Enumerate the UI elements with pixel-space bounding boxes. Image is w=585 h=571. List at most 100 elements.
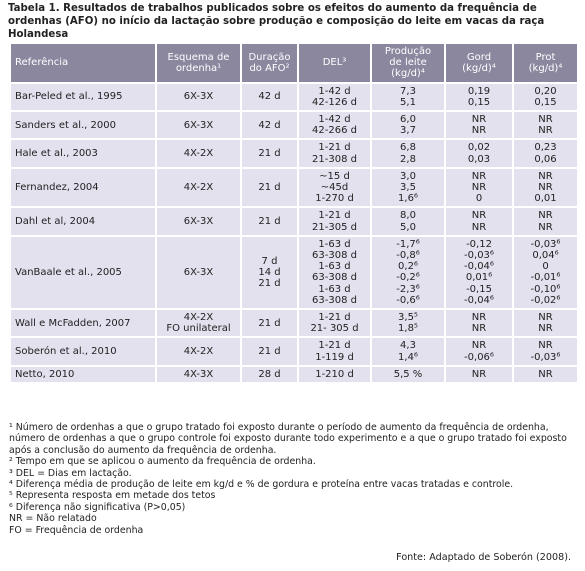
table-cell: 4X-2X FO unilateral [155, 308, 242, 339]
table-cell: 7,3 5,1 [370, 81, 446, 113]
cell-line: -1,7⁶ [396, 238, 420, 250]
cell-line: Fernandez, 2004 [15, 182, 99, 194]
table-cell: 0,20 0,15 [512, 81, 579, 113]
table-cell: NR [444, 364, 514, 385]
table-cell: NR NR [444, 206, 514, 237]
table-row: VanBaale et al., 2005 6X-3X 7 d 14 d 21 d 1-6… [9, 234, 579, 311]
cell-line: 1-63 d [318, 261, 351, 273]
table-cell: 21 d [240, 308, 299, 339]
cell-line: 1-21 d [318, 142, 351, 154]
cell-lines: 3,5⁵ 1,8⁵ [376, 312, 440, 334]
cell-lines: NR NR [518, 114, 573, 136]
cell-line: 0,06 [534, 153, 557, 165]
cell-line: 6X-3X [183, 266, 214, 278]
cell-line: NR [538, 323, 553, 335]
cell-line: Netto, 2010 [15, 368, 75, 380]
cell-line: NR [471, 312, 487, 324]
cell-line: 5,0 [400, 221, 416, 233]
cell-lines: 6X-3X [161, 267, 236, 278]
cell-lines: Hale et al., 2003 [15, 148, 151, 159]
cell-lines: NR NR [518, 210, 573, 232]
cell-line: 63-308 d [312, 294, 357, 306]
footnote: ⁵ Representa resposta em metade dos teto… [9, 490, 216, 502]
cell-line: -0,03⁶ [530, 238, 561, 250]
cell-lines: VanBaale et al., 2005 [15, 267, 151, 278]
cell-line: 14 d [258, 266, 281, 278]
cell-line: NR [471, 323, 487, 335]
table-cell: VanBaale et al., 2005 [9, 234, 157, 311]
cell-lines: 0,02 0,03 [450, 142, 508, 164]
cell-lines: NR NR [518, 312, 573, 334]
cell-line: 1-42 d [318, 114, 351, 126]
table-cell: -0,03⁶ 0,04⁶ 0 -0,01⁶ -0,10⁶ -0,02⁶ [512, 234, 579, 311]
table-cell: 1-42 d 42-126 d [297, 81, 372, 113]
cell-line: 6,0 [400, 114, 416, 126]
cell-lines: 1-21 d 21- 305 d [303, 312, 366, 334]
cell-line: -2,3⁶ [396, 283, 420, 295]
source: Fonte: Adaptado de Soberón (2008). [396, 552, 571, 563]
cell-lines: Netto, 2010 [15, 369, 151, 380]
table-cell: NR -0,06⁶ [444, 336, 514, 367]
cell-line: -0,15 [466, 283, 492, 295]
header-cell: Gord (kg/d)⁴ [444, 42, 514, 84]
cell-lines: 1-21 d 21-305 d [303, 210, 366, 232]
cell-line: ~45d [320, 182, 349, 194]
table-cell: 1-21 d 1-119 d [297, 336, 372, 367]
cell-line: 4X-2X [183, 148, 214, 160]
cell-lines: 6,0 3,7 [376, 114, 440, 136]
cell-line: NR [538, 368, 553, 380]
cell-line: Prot [535, 51, 556, 63]
cell-line: 0 [475, 193, 483, 205]
cell-lines: 6,8 2,8 [376, 142, 440, 164]
cell-lines: Produção de leite (kg/d)⁴ [376, 46, 440, 80]
cell-line: -0,06⁶ [464, 351, 494, 363]
cell-lines: 6X-3X [161, 216, 236, 227]
table-cell: 42 d [240, 110, 299, 141]
cell-line: ~15 d [319, 170, 350, 182]
cell-lines: 1-42 d 42-126 d [303, 86, 366, 108]
table-cell: 4X-3X [155, 364, 242, 385]
cell-line: -0,04⁶ [464, 261, 494, 273]
cell-line: NR [471, 368, 487, 380]
cell-line: 0 [542, 261, 549, 273]
table-row: Netto, 2010 4X-3X 28 d 1-210 d 5,5 % NR NR [9, 364, 579, 385]
cell-lines: -0,12 -0,03⁶ -0,04⁶ 0,01⁶ -0,15 -0,04⁶ [450, 239, 508, 306]
cell-line: 4X-2X [183, 346, 214, 358]
table-cell: 6X-3X [155, 206, 242, 237]
cell-line: -0,02⁶ [530, 294, 561, 306]
table-cell: ~15 d ~45d 1-270 d [297, 166, 372, 209]
cell-lines: ~15 d ~45d 1-270 d [303, 171, 366, 205]
cell-lines: 6X-3X [161, 91, 236, 102]
cell-line: 6X-3X [183, 216, 214, 228]
cell-line: -0,01⁶ [530, 272, 561, 284]
cell-line: NR [538, 312, 553, 324]
table-cell: 1-210 d [297, 364, 372, 385]
table-cell: 21 d [240, 166, 299, 209]
table-row: Soberón et al., 2010 4X-2X 21 d 1-21 d 1-119… [9, 336, 579, 367]
cell-line: FO unilateral [166, 323, 231, 335]
table-cell: 6X-3X [155, 81, 242, 113]
cell-lines: DEL³ [303, 57, 366, 68]
cell-line: VanBaale et al., 2005 [15, 266, 122, 278]
cell-lines: 4X-2X [161, 182, 236, 193]
cell-line: 21 d [258, 346, 281, 358]
cell-lines: Fernandez, 2004 [15, 182, 151, 193]
cell-lines: 21 d [246, 318, 293, 329]
header-cell: Esquema de ordenha¹ [155, 42, 242, 84]
cell-lines: 4X-2X [161, 346, 236, 357]
cell-lines: 21 d [246, 182, 293, 193]
table-cell: 21 d [240, 336, 299, 367]
header-cell: Produção de leite (kg/d)⁴ [370, 42, 446, 84]
table-cell: -1,7⁶ -0,8⁶ 0,2⁶ -0,2⁶ -2,3⁶ -0,6⁶ [370, 234, 446, 311]
cell-line: 0,15 [534, 96, 557, 108]
footnote: NR = Não relatado [9, 513, 97, 525]
cell-line: NR [538, 340, 553, 352]
table-row: Bar-Peled et al., 1995 6X-3X 42 d 1-42 d 42-… [9, 81, 579, 113]
cell-lines: 42 d [246, 91, 293, 102]
table-cell: 21 d [240, 138, 299, 169]
cell-line: 28 d [258, 368, 281, 380]
table-row: Hale et al., 2003 4X-2X 21 d 1-21 d 21-308 d… [9, 138, 579, 169]
cell-line: 0,02 [467, 142, 491, 154]
table-cell: 5,5 % [370, 364, 446, 385]
